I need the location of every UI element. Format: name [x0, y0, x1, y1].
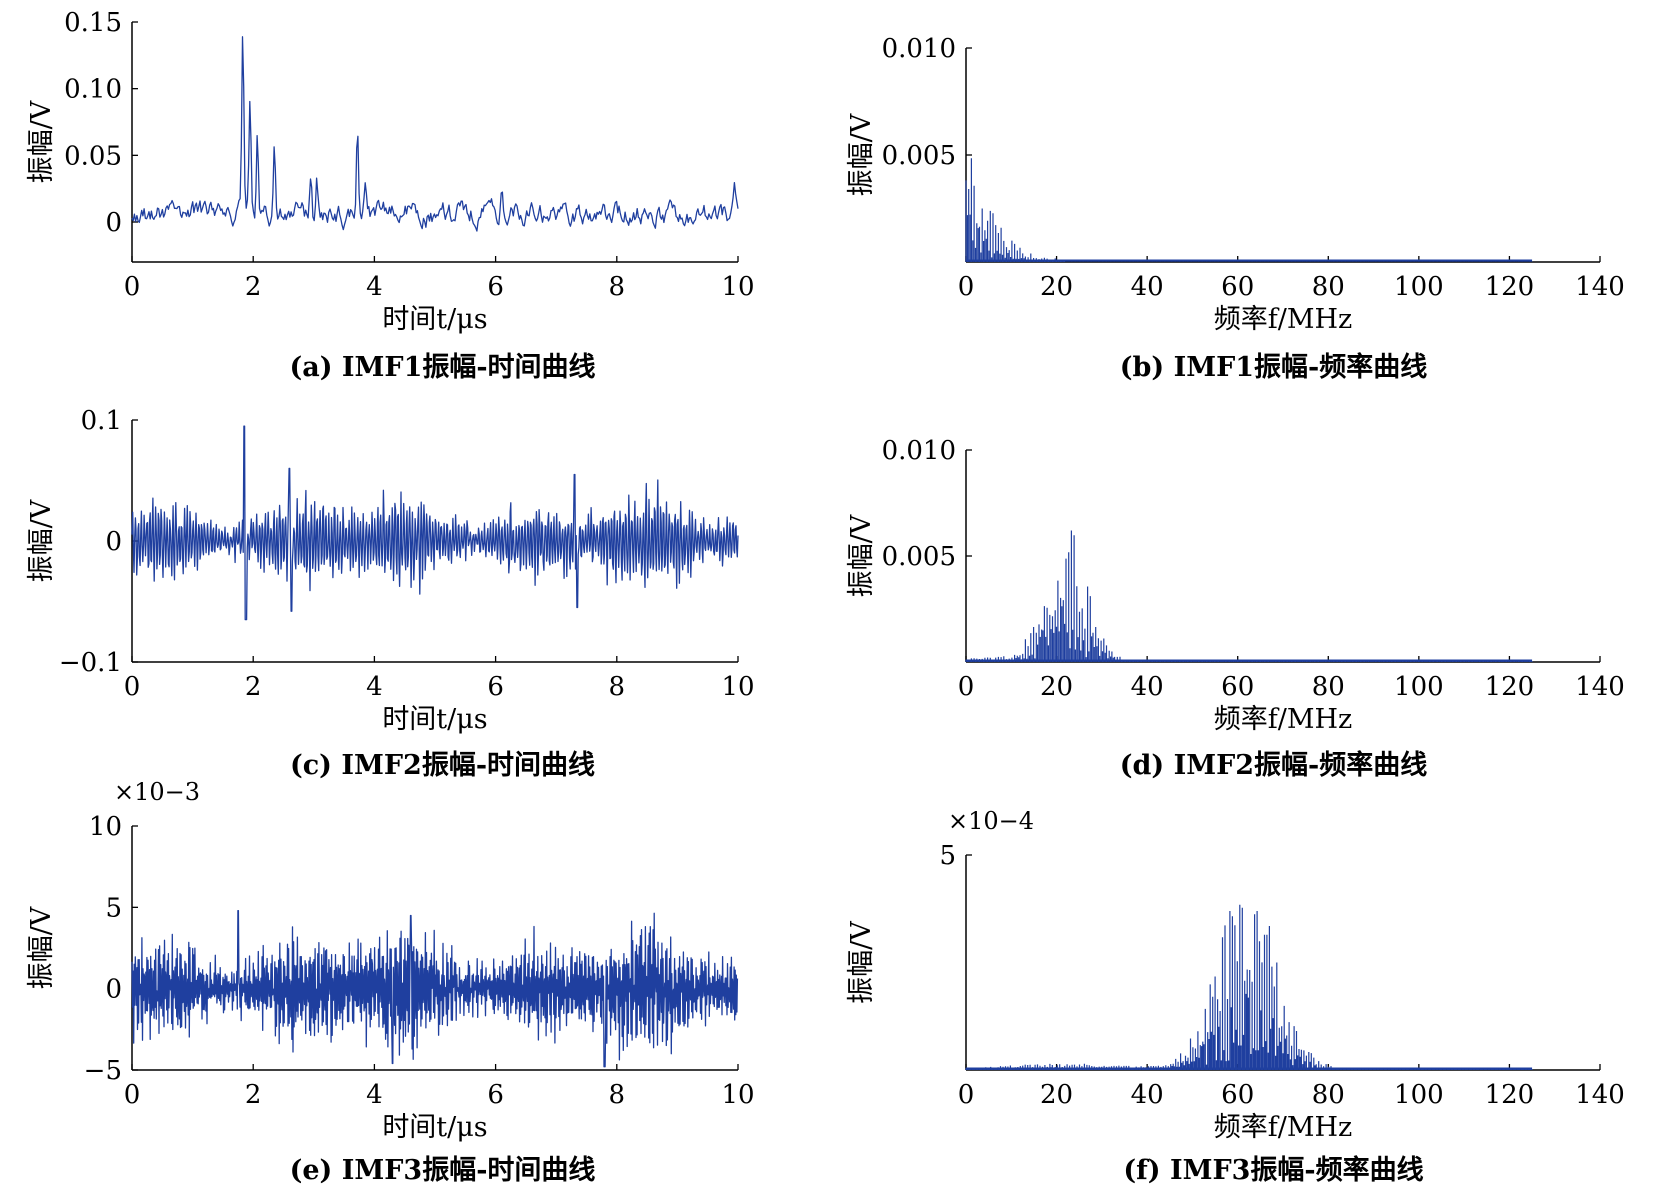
- y-tick-label: −5: [84, 1056, 122, 1086]
- x-tick-label: 8: [609, 672, 626, 702]
- x-tick-label: 40: [1131, 1080, 1164, 1110]
- x-tick-label: 120: [1485, 1080, 1535, 1110]
- x-tick-label: 4: [366, 672, 383, 702]
- y-tick-label: 0.010: [882, 34, 956, 64]
- x-tick-label: 20: [1040, 272, 1073, 302]
- x-tick-label: 100: [1394, 672, 1444, 702]
- y-tick-label: 0.05: [64, 141, 122, 171]
- x-tick-label: 2: [245, 1080, 262, 1110]
- x-tick-label: 20: [1040, 1080, 1073, 1110]
- x-tick-label: 8: [609, 1080, 626, 1110]
- series-line: [131, 909, 739, 1068]
- y-tick-label: 0.010: [882, 436, 956, 466]
- x-tick-label: 60: [1221, 272, 1254, 302]
- x-tick-label: 4: [366, 1080, 383, 1110]
- y-tick-label: 0.15: [64, 8, 122, 38]
- x-tick-label: 0: [124, 272, 141, 302]
- caption-c: (c) IMF2振幅-时间曲线: [289, 750, 596, 781]
- y-axis-label: 振幅/V: [26, 100, 57, 183]
- y-tick-label: 0: [105, 975, 122, 1005]
- x-tick-label: 140: [1575, 672, 1625, 702]
- caption-a: (a) IMF1振幅-时间曲线: [289, 352, 596, 383]
- x-tick-label: 8: [609, 272, 626, 302]
- caption-b: (b) IMF1振幅-频率曲线: [1119, 352, 1428, 383]
- x-tick-label: 10: [721, 272, 754, 302]
- x-tick-label: 60: [1221, 672, 1254, 702]
- x-tick-label: 0: [124, 1080, 141, 1110]
- axis-multiplier: ×10−4: [948, 807, 1034, 835]
- x-tick-label: 0: [958, 1080, 975, 1110]
- x-tick-label: 10: [721, 1080, 754, 1110]
- x-tick-label: 6: [487, 272, 504, 302]
- caption-e: (e) IMF3振幅-时间曲线: [289, 1155, 596, 1186]
- y-tick-label: −0.1: [59, 648, 122, 678]
- y-tick-label: 0: [105, 527, 122, 557]
- x-tick-label: 10: [721, 672, 754, 702]
- x-tick-label: 4: [366, 272, 383, 302]
- y-tick-label: 5: [939, 841, 956, 871]
- spectrum-lines: [965, 158, 1533, 262]
- series-line: [131, 36, 739, 232]
- y-tick-label: 10: [89, 812, 122, 842]
- y-tick-label: 0.10: [64, 75, 122, 105]
- x-tick-label: 80: [1312, 672, 1345, 702]
- x-tick-label: 40: [1131, 672, 1164, 702]
- x-tick-label: 120: [1485, 272, 1535, 302]
- x-tick-label: 40: [1131, 272, 1164, 302]
- y-axis-label: 振幅/V: [846, 514, 877, 597]
- y-axis-label: 振幅/V: [846, 921, 877, 1004]
- x-tick-label: 140: [1575, 1080, 1625, 1110]
- y-tick-label: 0.005: [882, 542, 956, 572]
- y-axis-label: 振幅/V: [846, 113, 877, 196]
- x-tick-label: 140: [1575, 272, 1625, 302]
- chart-panel-a: 0 2 4 6 8 10 0 0.05 0.10 0.15 时间t/μs 振幅/V: [26, 8, 755, 335]
- x-tick-label: 80: [1312, 1080, 1345, 1110]
- x-tick-label: 60: [1221, 1080, 1254, 1110]
- caption-f: (f) IMF3振幅-频率曲线: [1123, 1155, 1424, 1186]
- x-tick-label: 100: [1394, 272, 1444, 302]
- series-line: [131, 425, 739, 621]
- x-axis-label: 频率f/MHz: [1214, 704, 1353, 735]
- chart-panel-b: 0 20 40 60 80 100 120 140 0.005 0.010 频率f/MHz 振幅/V: [846, 34, 1625, 335]
- axis-multiplier: ×10−3: [114, 778, 200, 806]
- y-tick-label: 0.1: [81, 406, 122, 436]
- y-axis-label: 振幅/V: [26, 499, 57, 582]
- x-axis-label: 频率f/MHz: [1214, 304, 1353, 335]
- x-axis-label: 频率f/MHz: [1214, 1112, 1353, 1143]
- x-axis-label: 时间t/μs: [382, 704, 487, 735]
- x-tick-label: 20: [1040, 672, 1073, 702]
- x-tick-label: 6: [487, 672, 504, 702]
- y-tick-label: 0: [105, 208, 122, 238]
- x-tick-label: 120: [1485, 672, 1535, 702]
- x-tick-label: 6: [487, 1080, 504, 1110]
- x-tick-label: 2: [245, 672, 262, 702]
- y-tick-label: 0.005: [882, 141, 956, 171]
- x-axis-label: 时间t/μs: [382, 304, 487, 335]
- spectrum-lines: [965, 530, 1533, 662]
- y-tick-label: 5: [105, 893, 122, 923]
- x-tick-label: 0: [124, 672, 141, 702]
- chart-panel-d: 0 20 40 60 80 100 120 140 0.005 0.010 频率f/MHz 振幅/V: [846, 436, 1625, 735]
- caption-d: (d) IMF2振幅-频率曲线: [1119, 750, 1428, 781]
- chart-panel-f: 0 20 40 60 80 100 120 140 5 ×10−4 频率f/MHz 振幅/V: [846, 807, 1625, 1143]
- x-tick-label: 0: [958, 672, 975, 702]
- x-tick-label: 80: [1312, 272, 1345, 302]
- x-tick-label: 2: [245, 272, 262, 302]
- y-axis-label: 振幅/V: [26, 906, 57, 989]
- x-tick-label: 0: [958, 272, 975, 302]
- x-tick-label: 100: [1394, 1080, 1444, 1110]
- spectrum-lines: [965, 904, 1533, 1070]
- x-axis-label: 时间t/μs: [382, 1112, 487, 1143]
